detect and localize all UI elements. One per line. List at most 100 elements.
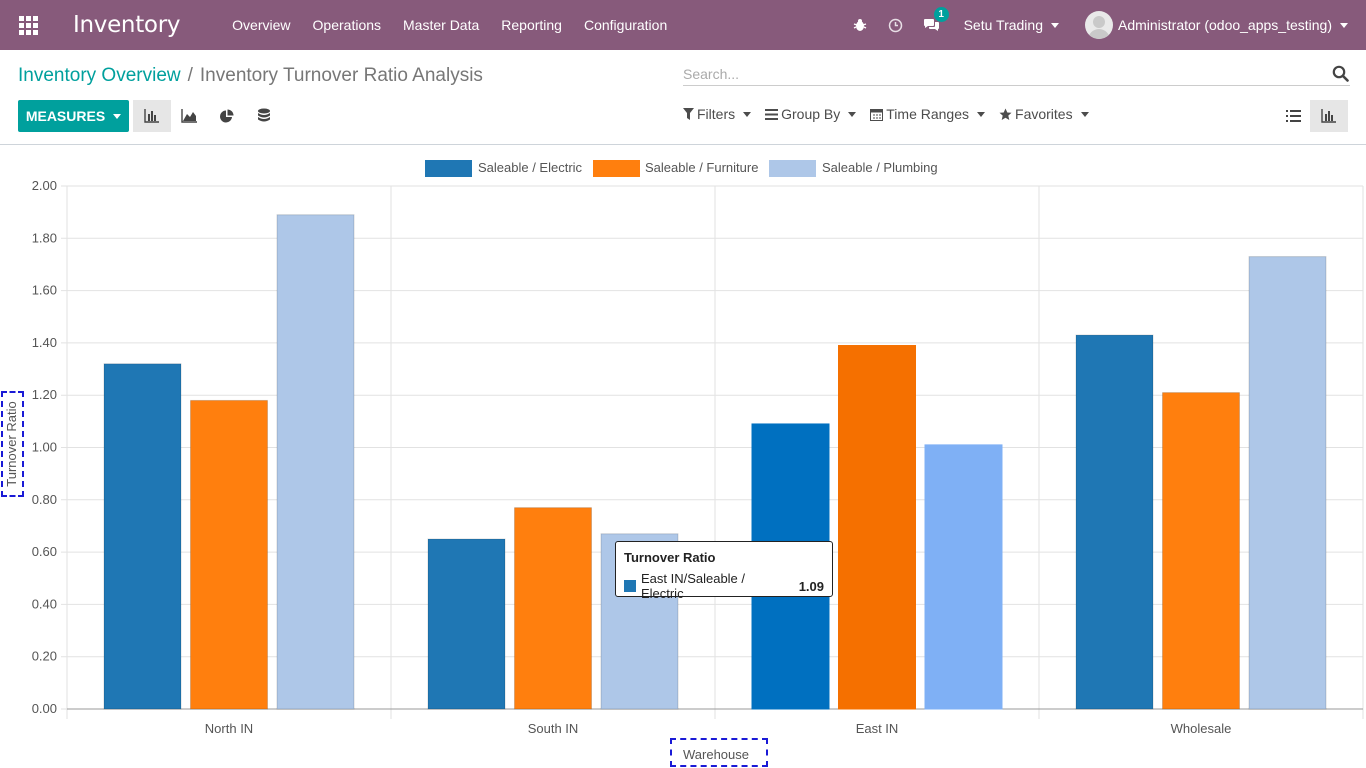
user-name: Administrator (odoo_apps_testing): [1117, 17, 1332, 33]
bar: [103, 363, 182, 710]
tooltip-swatch: [624, 580, 636, 592]
y-tick-label: 0.20: [32, 649, 57, 664]
favorites-dropdown[interactable]: Favorites: [999, 106, 1089, 122]
user-menu[interactable]: Administrator (odoo_apps_testing): [1084, 11, 1348, 39]
y-axis-label: Turnover Ratio: [4, 401, 19, 487]
bar: [1248, 256, 1327, 710]
area-chart-icon: [180, 109, 197, 123]
avatar: [1084, 11, 1113, 39]
group-by-dropdown[interactable]: Group By: [765, 106, 857, 122]
pie-chart-icon: [219, 109, 233, 122]
caret-down-icon: [1080, 111, 1089, 117]
bar: [1075, 334, 1154, 710]
search-input[interactable]: [683, 65, 1330, 82]
caret-down-icon: [848, 111, 857, 117]
menu-reporting[interactable]: Reporting: [501, 17, 562, 33]
y-tick-label: 1.80: [32, 230, 57, 245]
bar: [1162, 392, 1240, 710]
bar: [190, 399, 268, 710]
time-ranges-dropdown[interactable]: Time Ranges: [870, 106, 986, 122]
legend-swatch: [593, 160, 640, 177]
bar-chart-icon: [144, 109, 159, 123]
chart-tooltip: Turnover Ratio East IN/Saleable / Electr…: [615, 541, 833, 601]
y-tick-label: 2.00: [32, 178, 57, 193]
y-tick-label: 1.60: [32, 283, 57, 298]
x-axis-label: Warehouse: [683, 747, 749, 762]
bar-chart: 0.00 0.20 0.40 0.60 0.80 1.00 1.20 1.40 1.60 1.80…: [4, 160, 1364, 762]
breadcrumb-parent-link[interactable]: Inventory Overview: [18, 65, 181, 86]
y-tick-label: 1.00: [32, 440, 57, 455]
bar: [276, 214, 355, 710]
y-axis-label-highlight: [1, 391, 24, 497]
page-title: Inventory Turnover Ratio Analysis: [199, 65, 483, 86]
y-tick-label: 0.00: [32, 701, 57, 716]
database-icon: [258, 108, 270, 122]
graph-view: 0.00 0.20 0.40 0.60 0.80 1.00 1.20 1.40 1.60 1.80…: [0, 146, 1366, 768]
bug-icon[interactable]: [850, 15, 870, 35]
list-view-button[interactable]: [1274, 100, 1312, 132]
stacked-toggle-button[interactable]: [245, 100, 283, 132]
search-bar: [683, 62, 1350, 86]
line-chart-button[interactable]: [170, 100, 208, 132]
legend-label: Saleable / Electric: [478, 160, 583, 175]
tooltip-value: 1.09: [798, 578, 824, 594]
caret-down-icon: [1050, 22, 1059, 28]
search-icon[interactable]: [1330, 64, 1350, 84]
breadcrumb-separator: /: [187, 65, 193, 86]
y-tick-label: 1.40: [32, 335, 57, 350]
time-ranges-label: Time Ranges: [886, 106, 970, 122]
bar: [924, 444, 1003, 710]
pie-chart-button[interactable]: [207, 100, 245, 132]
app-title[interactable]: Inventory: [73, 12, 181, 38]
apps-menu-icon[interactable]: [0, 0, 56, 50]
bar: [838, 345, 916, 710]
company-switcher[interactable]: Setu Trading: [964, 17, 1059, 33]
star-icon: [999, 108, 1012, 121]
filters-label: Filters: [697, 106, 736, 122]
measures-label: MEASURES: [25, 108, 106, 124]
filter-icon: [683, 108, 694, 120]
control-panel: Inventory Overview / Inventory Turnover …: [0, 50, 1366, 145]
tooltip-title: Turnover Ratio: [624, 550, 716, 565]
measures-button[interactable]: MEASURES: [18, 100, 129, 132]
x-tick-label: North IN: [205, 721, 253, 736]
search-options: Filters Group By Time Ranges Favorites: [683, 106, 1103, 122]
menu-operations[interactable]: Operations: [312, 17, 382, 33]
messages-count-badge: 1: [933, 7, 949, 22]
list-view-icon: [1285, 110, 1301, 122]
y-tick-label: 0.60: [32, 544, 57, 559]
bar-chart-button[interactable]: [133, 100, 171, 132]
group-by-label: Group By: [781, 106, 841, 122]
x-tick-label: East IN: [856, 721, 899, 736]
y-tick-label: 0.40: [32, 596, 57, 611]
favorites-label: Favorites: [1015, 106, 1073, 122]
legend-swatch: [425, 160, 472, 177]
caret-down-icon: [977, 111, 986, 117]
bar: [514, 507, 592, 710]
x-tick-label: South IN: [528, 721, 579, 736]
x-tick-label: Wholesale: [1171, 721, 1232, 736]
y-tick-label: 0.80: [32, 492, 57, 507]
x-axis-label-highlight: [670, 738, 768, 767]
legend-label: Saleable / Plumbing: [822, 160, 938, 175]
caret-down-icon: [1340, 22, 1348, 28]
legend-label: Saleable / Furniture: [645, 160, 758, 175]
filters-dropdown[interactable]: Filters: [683, 106, 752, 122]
menu-master-data[interactable]: Master Data: [403, 17, 480, 33]
messages-icon[interactable]: 1: [922, 7, 949, 35]
company-name: Setu Trading: [963, 17, 1043, 33]
top-navbar: Inventory Overview Operations Master Dat…: [0, 0, 1366, 50]
list-icon: [765, 108, 779, 120]
bar: [427, 538, 506, 710]
legend-swatch: [769, 160, 816, 177]
caret-down-icon: [743, 111, 752, 117]
clock-icon[interactable]: [886, 15, 906, 35]
graph-view-icon: [1321, 109, 1336, 123]
breadcrumb: Inventory Overview / Inventory Turnover …: [18, 65, 483, 87]
y-tick-label: 1.20: [32, 387, 57, 402]
menu-overview[interactable]: Overview: [232, 17, 291, 33]
graph-view-button[interactable]: [1310, 100, 1348, 132]
tooltip-label: East IN/Saleable / Electric: [640, 571, 746, 601]
menu-configuration[interactable]: Configuration: [583, 17, 668, 33]
calendar-icon: [870, 108, 884, 121]
